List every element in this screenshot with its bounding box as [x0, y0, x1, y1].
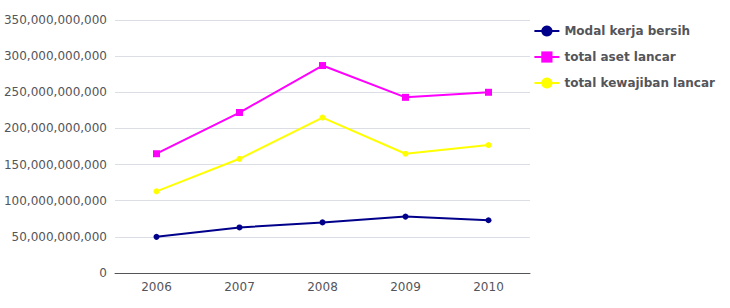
- svg-text:250,000,000,000: 250,000,000,000: [4, 85, 107, 99]
- svg-text:total kewajiban lancar: total kewajiban lancar: [564, 76, 715, 90]
- svg-text:total aset lancar: total aset lancar: [564, 50, 675, 64]
- svg-text:300,000,000,000: 300,000,000,000: [4, 49, 107, 63]
- svg-text:0: 0: [99, 266, 107, 280]
- svg-text:2009: 2009: [390, 280, 421, 294]
- svg-text:Modal kerja bersih: Modal kerja bersih: [564, 24, 690, 38]
- svg-text:2007: 2007: [224, 280, 255, 294]
- svg-text:350,000,000,000: 350,000,000,000: [4, 13, 107, 27]
- svg-text:2010: 2010: [473, 280, 504, 294]
- svg-text:2008: 2008: [307, 280, 338, 294]
- svg-text:100,000,000,000: 100,000,000,000: [4, 194, 107, 208]
- svg-text:50,000,000,000: 50,000,000,000: [12, 230, 107, 244]
- svg-text:200,000,000,000: 200,000,000,000: [4, 121, 107, 135]
- svg-text:150,000,000,000: 150,000,000,000: [4, 158, 107, 172]
- svg-text:2006: 2006: [141, 280, 172, 294]
